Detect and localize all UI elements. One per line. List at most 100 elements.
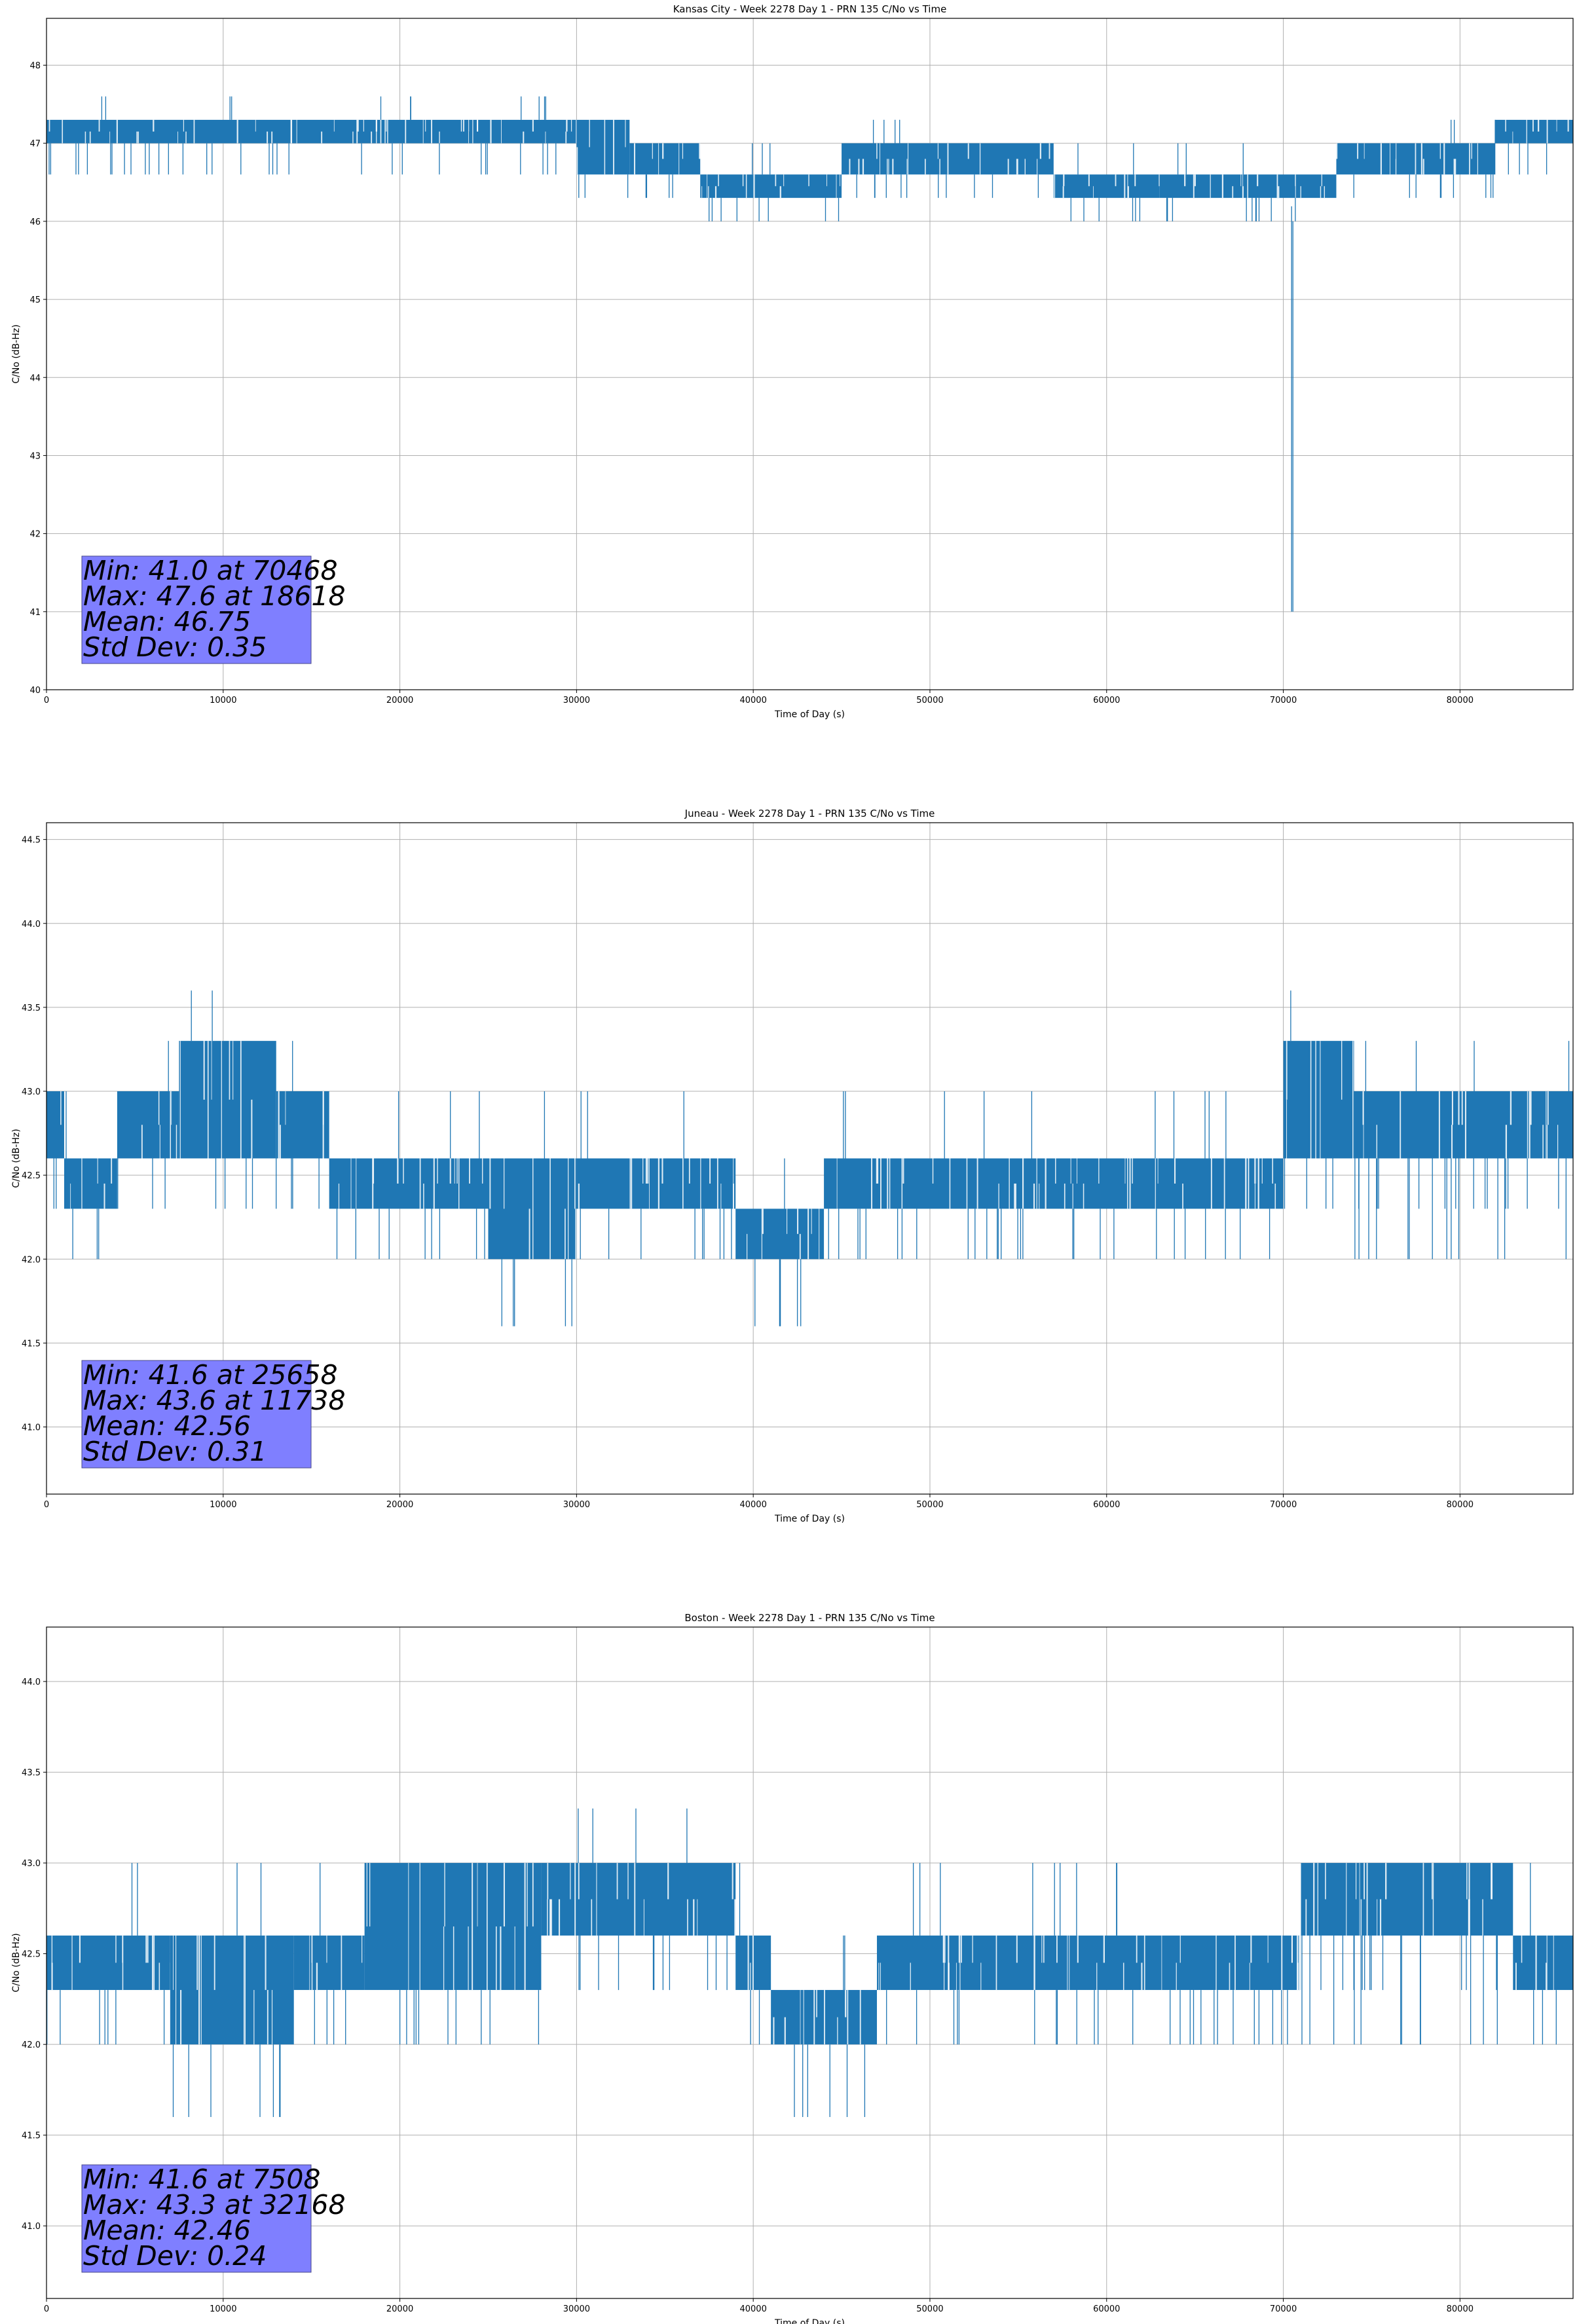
series-gap (153, 1935, 155, 1991)
series-gap (1315, 1041, 1316, 1159)
series-gap (1567, 119, 1569, 132)
series-gap (652, 143, 653, 159)
y-tick-label: 47 (29, 140, 41, 149)
series-gap (278, 1091, 280, 1159)
series-gap (173, 1935, 174, 1991)
series-gap (733, 1183, 734, 1209)
series-gap (265, 1935, 267, 1991)
series-gap (959, 1962, 961, 1991)
series-gap (667, 1863, 669, 1900)
y-tick-label: 43.0 (22, 1859, 41, 1869)
series-gap (836, 174, 837, 198)
series-trace (46, 1809, 1573, 2117)
series-gap (170, 1091, 171, 1159)
x-tick-label: 80000 (1447, 1500, 1474, 1510)
chart-title: Kansas City - Week 2278 Day 1 - PRN 135 … (673, 3, 947, 15)
series-gap (862, 159, 864, 175)
series-gap (1510, 1091, 1512, 1125)
series-gap (1124, 174, 1126, 198)
series-gap (1229, 1962, 1231, 1991)
series-gap (363, 119, 364, 132)
series-gap (1063, 174, 1065, 187)
series-gap (1542, 1125, 1544, 1159)
x-tick-label: 20000 (386, 696, 413, 705)
series-band (179, 1041, 276, 1159)
stat-stddev: Std Dev: 0.35 (83, 631, 267, 663)
series-trace (46, 990, 1573, 1326)
chart-panel-1: 0 10000 20000 30000 40000 50000 60000 70000 8000… (11, 3, 1574, 720)
series-spikes (46, 1809, 1557, 2117)
series-gap (678, 143, 680, 175)
series-band (1495, 119, 1573, 143)
x-tick-label: 70000 (1270, 696, 1297, 705)
series-gap (1515, 1962, 1517, 1991)
series-gap (752, 1935, 754, 1991)
series-gap (532, 119, 534, 132)
series-gap (1546, 1125, 1548, 1159)
stat-max: Max: 43.6 at 11738 (83, 1385, 346, 1416)
y-tick-label: 42 (29, 530, 41, 540)
series-gap (1527, 1091, 1529, 1159)
series-gap (1077, 1935, 1079, 1963)
series-gap (267, 131, 269, 143)
series-gap (811, 1209, 812, 1234)
series-gap (229, 1041, 231, 1100)
y-tick-label: 43.5 (22, 1003, 41, 1013)
stat-stddev: Std Dev: 0.31 (83, 1436, 267, 1467)
series-band (488, 1158, 577, 1260)
series-gap (1451, 1125, 1453, 1159)
series-gap (645, 1158, 648, 1184)
series-gap (433, 1158, 435, 1209)
series-gap (570, 119, 572, 132)
series-gap (373, 1158, 375, 1184)
series-gap (183, 119, 185, 132)
axes-frame (46, 822, 1574, 1495)
series-gap (709, 1158, 711, 1184)
x-tick-label: 60000 (1093, 1500, 1120, 1510)
series-gap (734, 1899, 736, 1936)
series-gap (1098, 1158, 1100, 1184)
series-gap (176, 1125, 177, 1159)
series-gap (1468, 1899, 1470, 1936)
series-gap (955, 1962, 957, 1991)
stats-box-background (81, 1360, 312, 1469)
series-gap (939, 159, 940, 175)
y-axis: 41.0 41.5 42.0 42.5 43.0 43.5 44.0 (22, 1677, 46, 2232)
x-tick-label: 30000 (563, 2304, 590, 2314)
series-gap (779, 186, 781, 198)
series-gap (316, 1962, 318, 1991)
series-gap (79, 1935, 81, 1963)
series-gap (565, 131, 567, 143)
series-gap (1250, 1935, 1252, 1963)
y-tick-label: 43.5 (22, 1769, 41, 1778)
series-gap (1336, 143, 1338, 159)
series-gap (271, 131, 273, 143)
series-gap (775, 174, 777, 187)
series-gap (185, 131, 187, 143)
stat-min: Min: 41.0 at 70468 (83, 555, 338, 586)
x-tick-label: 80000 (1447, 2304, 1474, 2314)
series-gap (714, 186, 717, 198)
series-gap (460, 119, 462, 132)
series-gap (1505, 119, 1506, 132)
series-gap (578, 1863, 580, 1900)
series-band (576, 1158, 736, 1209)
series-gap (179, 1041, 181, 1159)
series-gap (147, 1935, 149, 1963)
series-gap (887, 1158, 889, 1209)
y-tick-label: 44.0 (22, 1677, 41, 1687)
series-gap (1469, 143, 1470, 175)
series-gap (1529, 1091, 1531, 1159)
series-gap (1093, 186, 1094, 198)
series-gap (1245, 1158, 1247, 1209)
y-tick-label: 43.0 (22, 1087, 41, 1097)
series-gap (1422, 1863, 1424, 1936)
y-tick-label: 42.5 (22, 1950, 41, 1960)
series-gap (84, 131, 86, 143)
series-gap (753, 174, 755, 198)
series-gap (1278, 186, 1280, 198)
series-gap (1234, 1935, 1236, 1991)
series-band (735, 1209, 825, 1260)
